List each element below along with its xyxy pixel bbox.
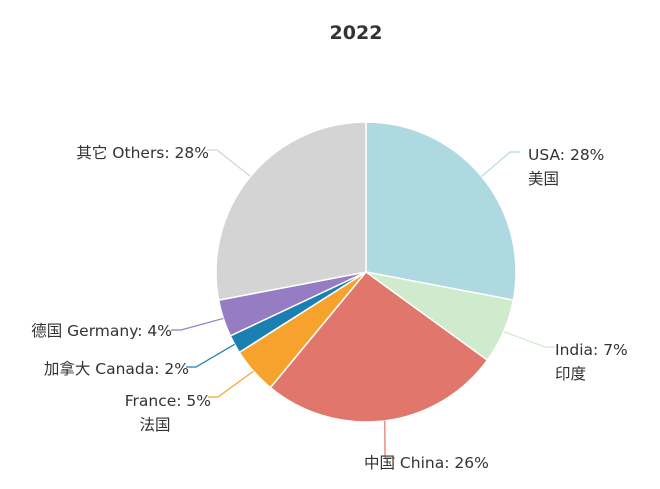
leader-line [503, 331, 555, 348]
slice-label: France: 5% [125, 392, 211, 410]
slice-label-secondary: 法国 [139, 416, 170, 434]
pie-slice[interactable] [215, 121, 367, 301]
slice-label-secondary: 印度 [555, 365, 586, 383]
leader-line [171, 317, 224, 331]
slice-label: 德国 Germany: 4% [31, 322, 172, 340]
pie-slices [215, 121, 517, 423]
chart-title: 2022 [330, 22, 383, 44]
pie-slice[interactable] [365, 121, 517, 301]
slice-label: 中国 China: 26% [364, 454, 489, 472]
leader-lines [171, 149, 555, 459]
pie-slice[interactable] [269, 270, 489, 423]
slice-label: India: 7% [555, 341, 628, 359]
leader-line [481, 151, 520, 177]
leader-line [208, 370, 254, 398]
leader-line [186, 343, 235, 368]
slice-label: 加拿大 Canada: 2% [44, 359, 189, 378]
slice-label-secondary: 美国 [528, 170, 559, 188]
leader-line [384, 420, 395, 459]
slice-label: 其它 Others: 28% [76, 144, 209, 162]
slice-label: USA: 28% [528, 146, 604, 164]
leader-line [207, 149, 251, 177]
